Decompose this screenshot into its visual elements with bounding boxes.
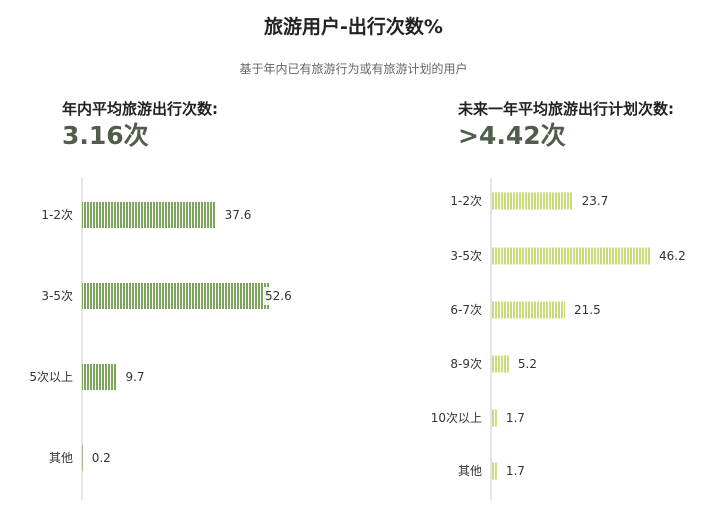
right-data-label-1: 46.2 <box>659 249 686 263</box>
left-bar-2 <box>82 364 117 390</box>
chart-title: 旅游用户-出行次数% <box>264 16 443 38</box>
right-tick-label-3: 8-9次 <box>450 357 482 371</box>
right-tick-label-2: 6-7次 <box>450 303 482 317</box>
right-bar-4 <box>491 409 497 427</box>
right-panel-value: >4.42次 <box>458 121 566 150</box>
right-data-label-4: 1.7 <box>506 411 525 425</box>
right-tick-label-0: 1-2次 <box>450 194 482 208</box>
left-tick-label-3: 其他 <box>49 451 73 465</box>
left-data-label-plate <box>263 287 293 305</box>
right-bar-0 <box>491 192 573 210</box>
right-data-label-5: 1.7 <box>506 464 525 478</box>
right-data-label-0: 23.7 <box>582 194 609 208</box>
right-tick-label-4: 10次以上 <box>431 411 482 425</box>
right-data-label-3: 5.2 <box>518 357 537 371</box>
left-bar-0 <box>82 202 216 228</box>
right-tick-label-1: 3-5次 <box>450 249 482 263</box>
left-data-label-1: 52.6 <box>265 289 292 303</box>
left-data-label-0: 37.6 <box>225 208 252 222</box>
right-panel-label: 未来一年平均旅游出行计划次数: <box>458 100 675 118</box>
left-tick-label-2: 5次以上 <box>29 370 73 384</box>
left-bar-chart: 1-2次 37.6 3-5次 52.6 5次以上 9.7 其他 0.2 <box>29 178 293 500</box>
right-bar-1 <box>491 247 650 265</box>
left-panel-label: 年内平均旅游出行次数: <box>62 100 218 118</box>
right-bar-5 <box>491 462 497 480</box>
left-bar-1 <box>82 283 269 309</box>
left-data-label-3: 0.2 <box>92 451 111 465</box>
right-data-label-2: 21.5 <box>574 303 601 317</box>
chart-subtitle: 基于年内已有旅游行为或有旅游计划的用户 <box>239 62 468 76</box>
right-tick-label-5: 其他 <box>458 464 482 478</box>
right-bar-chart: 1-2次 23.7 3-5次 46.2 6-7次 21.5 8-9次 5.2 10次以上 1.7 其… <box>431 178 686 500</box>
left-panel-value: 3.16次 <box>62 121 149 150</box>
left-bar-3 <box>82 445 83 471</box>
left-data-label-2: 9.7 <box>125 370 144 384</box>
right-bar-3 <box>491 355 509 373</box>
left-tick-label-1: 3-5次 <box>41 289 73 303</box>
right-bar-2 <box>491 301 565 319</box>
left-tick-label-0: 1-2次 <box>41 208 73 222</box>
